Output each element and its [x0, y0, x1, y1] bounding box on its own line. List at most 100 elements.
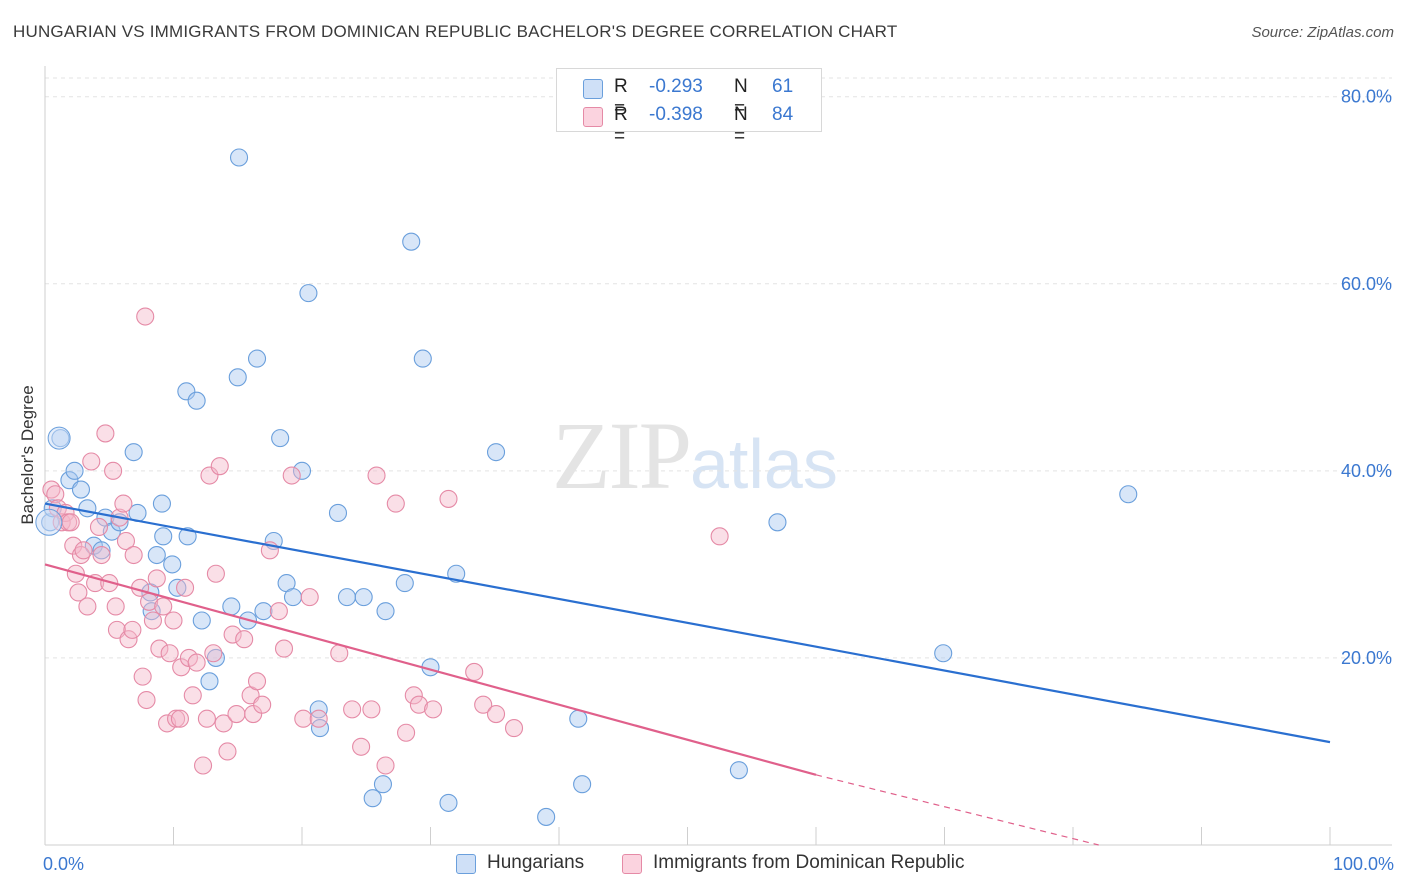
x-tick-label: 0.0%	[43, 854, 84, 874]
dominican-point	[486, 704, 506, 724]
dominican-point	[218, 742, 237, 761]
hungarians-point	[271, 429, 290, 448]
dominican-point	[504, 719, 524, 738]
dominican-point	[376, 756, 395, 775]
dominican-point	[116, 531, 136, 551]
legend-n-label: N =	[734, 104, 748, 147]
dominican-point	[409, 695, 428, 714]
dominican-point	[133, 667, 152, 686]
watermark-zip: ZIP	[552, 402, 692, 509]
hungarians-point	[254, 602, 273, 621]
hungarians-point	[229, 148, 249, 167]
dominican-point	[143, 611, 162, 630]
hungarians-point	[292, 461, 312, 480]
dominican-point	[104, 461, 123, 480]
source-label: Source: ZipAtlas.com	[1251, 24, 1394, 41]
dominican-point	[269, 602, 288, 621]
legend-r-value: -0.398	[649, 104, 703, 125]
watermark: ZIPatlas	[552, 400, 838, 511]
legend-r-value: -0.293	[649, 76, 703, 97]
hungarians-point	[124, 443, 143, 462]
dominican-trend-extension	[815, 774, 1099, 846]
dominican-point	[309, 709, 328, 728]
dominican-point	[100, 574, 119, 593]
hungarians-point	[71, 480, 91, 499]
dominican-point	[214, 714, 233, 733]
x-tick-label: 100.0%	[1333, 854, 1394, 874]
hungarians-point	[573, 775, 592, 794]
dominican-point	[197, 709, 216, 728]
dominican-point	[92, 545, 111, 565]
dominican-point	[74, 541, 93, 560]
bottom-legend-swatch-dominican	[622, 854, 642, 874]
dominican-point	[106, 597, 125, 616]
dominican-point	[164, 611, 183, 630]
hungarians-point	[310, 719, 330, 738]
dominican-point	[274, 639, 294, 658]
hungarians-point	[92, 541, 111, 560]
dominican-point	[404, 686, 423, 705]
dominican-point	[343, 700, 362, 719]
dominican-point	[160, 644, 179, 663]
hungarians-point	[200, 672, 219, 691]
dominican-point	[424, 700, 443, 719]
hungarians-point	[228, 368, 247, 387]
dominican-point	[71, 545, 91, 565]
dominican-point	[124, 545, 143, 565]
legend-r-label: R =	[614, 76, 628, 119]
legend-n-label: N =	[734, 76, 748, 119]
dominican-point	[362, 700, 381, 719]
dominican-point	[282, 466, 301, 485]
dominican-point	[147, 569, 166, 588]
hungarians-point	[192, 611, 211, 630]
dominican-point	[187, 653, 206, 672]
dominican-point	[235, 630, 254, 649]
hungarians-point	[395, 574, 414, 593]
hungarians-point	[163, 555, 182, 574]
hungarians-trend-line	[44, 502, 1331, 744]
hungarians-point	[247, 349, 267, 368]
dominican-point	[69, 583, 88, 602]
y-axis-label: Bachelor's Degree	[18, 385, 37, 525]
correlation-legend: R = -0.293 N = 61 R = -0.398 N = 84	[556, 68, 822, 147]
dominican-point	[194, 756, 213, 775]
hungarians-point	[402, 232, 421, 251]
legend-swatch-dominican	[583, 107, 603, 127]
dominican-point	[183, 686, 202, 705]
dominican-point	[167, 709, 186, 728]
hungarians-point	[328, 503, 348, 522]
hungarians-point	[486, 443, 506, 462]
hungarians-point	[447, 564, 466, 583]
hungarians-point	[65, 461, 84, 480]
hungarians-point	[35, 508, 63, 536]
dominican-point	[300, 588, 319, 607]
dominican-point	[204, 644, 223, 663]
hungarians-point	[177, 382, 196, 401]
dominican-point	[227, 704, 246, 724]
dominican-point	[82, 452, 101, 471]
y-tick-label: 80.0%	[1341, 87, 1392, 107]
dominican-point	[61, 513, 80, 532]
hungarians-point	[934, 644, 953, 663]
dominican-point	[253, 695, 272, 714]
dominican-point	[150, 639, 169, 658]
hungarians-point	[413, 349, 432, 368]
hungarians-point	[439, 793, 458, 812]
dominican-point	[137, 690, 156, 710]
y-tick-label: 20.0%	[1341, 648, 1392, 668]
dominican-point	[96, 424, 115, 443]
bottom-legend-swatch-hungarians	[456, 854, 476, 874]
dominican-point	[352, 737, 371, 756]
legend-n-value: 61	[772, 76, 794, 97]
dominican-point	[210, 457, 229, 476]
dominican-point	[439, 489, 458, 508]
dominican-point	[114, 494, 133, 513]
legend-swatch-hungarians	[583, 79, 603, 99]
hungarians-point	[154, 527, 173, 546]
dominican-point	[247, 672, 267, 691]
hungarians-point	[47, 426, 71, 450]
hungarians-point	[363, 789, 382, 808]
hungarians-point	[147, 545, 166, 565]
y-tick-label: 60.0%	[1341, 274, 1392, 294]
